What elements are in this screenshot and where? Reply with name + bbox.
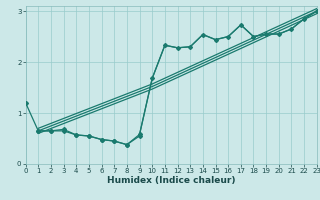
X-axis label: Humidex (Indice chaleur): Humidex (Indice chaleur) <box>107 176 236 185</box>
